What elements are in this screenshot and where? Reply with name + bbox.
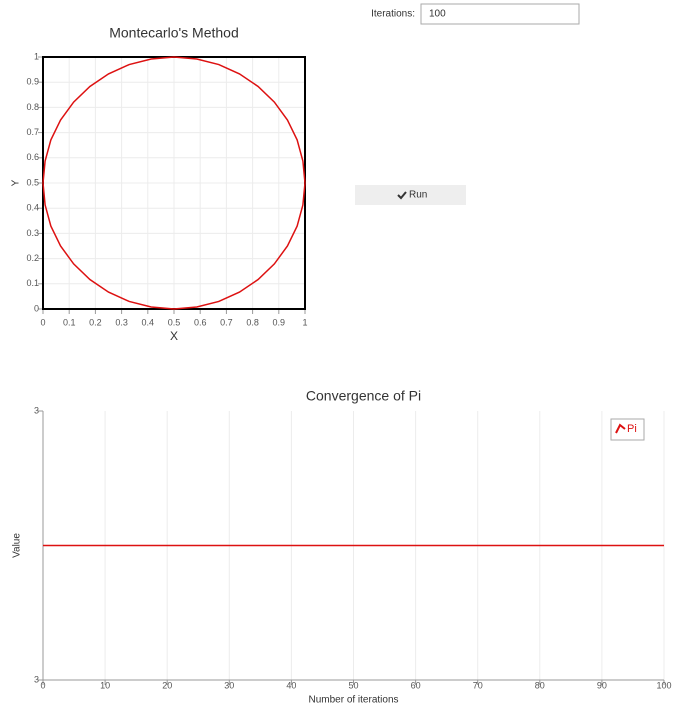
run-button-bg[interactable]	[355, 185, 466, 205]
x-tick-label: 30	[224, 680, 234, 690]
data-line	[42, 56, 306, 310]
check-icon	[397, 191, 407, 200]
y-axis-label: Value	[12, 533, 23, 558]
x-tick-label: 90	[597, 680, 607, 690]
y-tick-label: 0.6	[26, 152, 39, 162]
y-tick-label: 0.5	[26, 177, 39, 187]
x-tick-label: 70	[473, 680, 483, 690]
x-tick-label: 0.6	[194, 317, 207, 327]
y-tick-label: 0.2	[26, 253, 39, 263]
x-tick-label: 0.5	[168, 317, 181, 327]
x-tick-label: 10	[100, 680, 110, 690]
x-tick-label: 0.3	[115, 317, 128, 327]
run-label[interactable]: Run	[409, 190, 427, 201]
x-tick-label: 60	[411, 680, 421, 690]
y-tick-label: 3	[34, 674, 39, 684]
x-tick-label: 100	[656, 680, 671, 690]
x-tick-label: 50	[348, 680, 358, 690]
y-tick-label: 0	[34, 303, 39, 313]
y-tick-label: 0.9	[26, 77, 39, 87]
run-button[interactable]: Run	[355, 185, 466, 205]
y-tick-label: 1	[34, 51, 39, 61]
y-tick-label: 0.7	[26, 127, 39, 137]
x-tick-label: 0	[40, 680, 45, 690]
x-tick-label: 0.7	[220, 317, 233, 327]
x-tick-label: 40	[286, 680, 296, 690]
chart-title: Convergence of Pi	[306, 388, 421, 404]
x-tick-label: 20	[162, 680, 172, 690]
y-tick-label: 0.8	[26, 102, 39, 112]
y-tick-label: 0.1	[26, 278, 39, 288]
x-tick-label: 0	[40, 317, 45, 327]
y-axis-label: Y	[11, 179, 22, 186]
x-tick-label: 0.1	[63, 317, 76, 327]
legend-box	[610, 418, 645, 441]
x-tick-label: 0.9	[273, 317, 286, 327]
x-tick-label: 0.2	[89, 317, 102, 327]
x-tick-label: 0.8	[246, 317, 259, 327]
iterations-label: Iterations:	[371, 9, 415, 20]
iterations-value[interactable]: 100	[429, 9, 446, 20]
x-tick-label: 80	[535, 680, 545, 690]
x-axis-label: X	[170, 329, 178, 343]
legend-label: Pi	[627, 423, 637, 435]
legend-icon	[615, 423, 626, 434]
chart-title: Montecarlo's Method	[109, 25, 239, 41]
x-tick-label: 0.4	[142, 317, 155, 327]
y-tick-label: 0.3	[26, 228, 39, 238]
x-tick-label: 1	[302, 317, 307, 327]
iterations-input[interactable]	[420, 3, 580, 25]
y-tick-label: 0.4	[26, 203, 39, 213]
y-tick-label: 3	[34, 405, 39, 415]
x-axis-label: Number of iterations	[308, 695, 398, 706]
